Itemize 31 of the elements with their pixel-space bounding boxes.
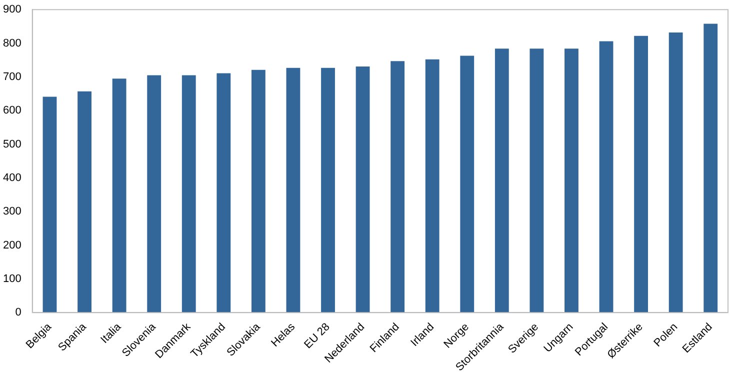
bar [390,61,405,313]
y-tick-label: 400 [2,172,22,184]
bar [42,96,57,313]
bar [530,48,544,313]
y-tick-label: 700 [2,70,22,83]
bar [182,75,196,313]
y-tick-label: 600 [2,104,22,117]
y-tick-label: 900 [2,4,22,16]
bar [112,78,126,313]
bar [634,36,648,313]
bar [321,68,335,313]
bar [147,75,162,313]
bar [494,48,509,313]
bar [704,24,718,313]
bar [356,66,370,313]
bar [564,48,578,313]
bar [460,56,474,313]
bar [216,73,231,313]
y-tick-label: 800 [2,37,22,50]
bar [78,91,92,313]
y-tick-label: 200 [2,239,22,252]
bar [286,68,300,313]
y-tick-label: 300 [2,206,22,218]
x-tick-label: Italia [98,320,124,346]
bar [599,41,614,313]
bar [668,32,683,313]
y-tick-label: 500 [2,138,22,150]
bar [251,70,266,313]
bar [425,59,440,313]
y-tick-label: 100 [2,272,22,285]
y-tick-label: 0 [15,306,22,319]
